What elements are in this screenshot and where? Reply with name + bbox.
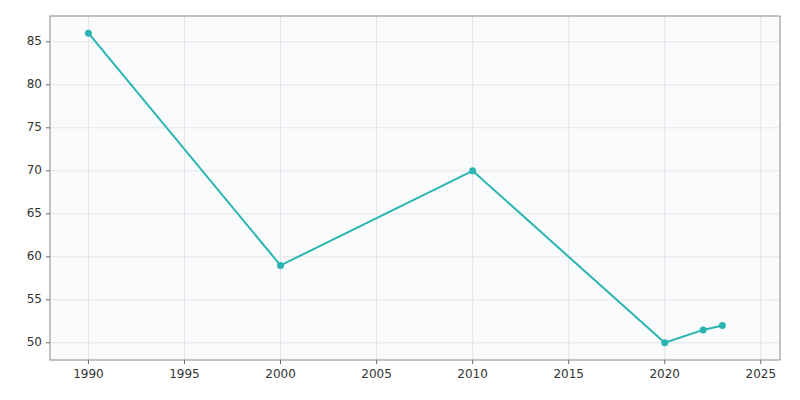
- x-tick: [184, 360, 185, 364]
- y-tick-label: 50: [27, 335, 42, 349]
- x-tick: [88, 360, 89, 364]
- x-grid-line: [280, 16, 281, 360]
- x-tick-label: 2025: [746, 367, 777, 381]
- y-grid-line: [50, 299, 780, 300]
- y-tick: [46, 213, 50, 214]
- x-tick-label: 2015: [553, 367, 584, 381]
- y-tick: [46, 299, 50, 300]
- point-marker: [277, 262, 284, 269]
- x-grid-line: [88, 16, 89, 360]
- x-grid-line: [376, 16, 377, 360]
- line: [88, 33, 722, 343]
- y-tick-label: 75: [27, 120, 42, 134]
- y-tick-label: 65: [27, 206, 42, 220]
- x-tick-label: 2000: [265, 367, 296, 381]
- x-tick: [472, 360, 473, 364]
- x-grid-line: [472, 16, 473, 360]
- x-tick: [568, 360, 569, 364]
- y-tick: [46, 342, 50, 343]
- y-tick-label: 80: [27, 77, 42, 91]
- x-grid-line: [184, 16, 185, 360]
- y-grid-line: [50, 127, 780, 128]
- y-tick-label: 60: [27, 249, 42, 263]
- plot-background: [50, 16, 780, 360]
- x-tick-label: 1995: [169, 367, 200, 381]
- y-tick: [46, 256, 50, 257]
- plot-frame: [50, 16, 780, 360]
- y-tick-label: 55: [27, 292, 42, 306]
- y-tick: [46, 41, 50, 42]
- y-tick: [46, 127, 50, 128]
- y-grid-line: [50, 41, 780, 42]
- chart-container: 50 55 60 65 70 75 80 85 1990 1995 2000 2005 2010 2015…: [0, 0, 800, 400]
- x-grid-line: [568, 16, 569, 360]
- point-marker: [469, 167, 476, 174]
- y-tick: [46, 84, 50, 85]
- x-tick: [376, 360, 377, 364]
- point-marker: [719, 322, 726, 329]
- series: [85, 30, 726, 347]
- x-grid-line: [664, 16, 665, 360]
- axes: 50 55 60 65 70 75 80 85 1990 1995 2000 2005 2010 2015…: [27, 16, 780, 381]
- y-grid-line: [50, 170, 780, 171]
- grid: [50, 16, 780, 360]
- x-tick-label: 2005: [361, 367, 392, 381]
- y-grid-line: [50, 342, 780, 343]
- x-tick: [280, 360, 281, 364]
- x-tick: [760, 360, 761, 364]
- x-tick: [664, 360, 665, 364]
- x-tick-label: 2010: [457, 367, 488, 381]
- point-marker: [700, 326, 707, 333]
- y-tick: [46, 170, 50, 171]
- x-grid-line: [760, 16, 761, 360]
- y-grid-line: [50, 213, 780, 214]
- chart-svg: 50 55 60 65 70 75 80 85 1990 1995 2000 2005 2010 2015…: [0, 0, 800, 400]
- x-tick-label: 1990: [73, 367, 104, 381]
- y-grid-line: [50, 84, 780, 85]
- x-tick-label: 2020: [649, 367, 680, 381]
- y-tick-label: 70: [27, 163, 42, 177]
- point-marker: [85, 30, 92, 37]
- y-grid-line: [50, 256, 780, 257]
- y-tick-label: 85: [27, 34, 42, 48]
- point-marker: [661, 339, 668, 346]
